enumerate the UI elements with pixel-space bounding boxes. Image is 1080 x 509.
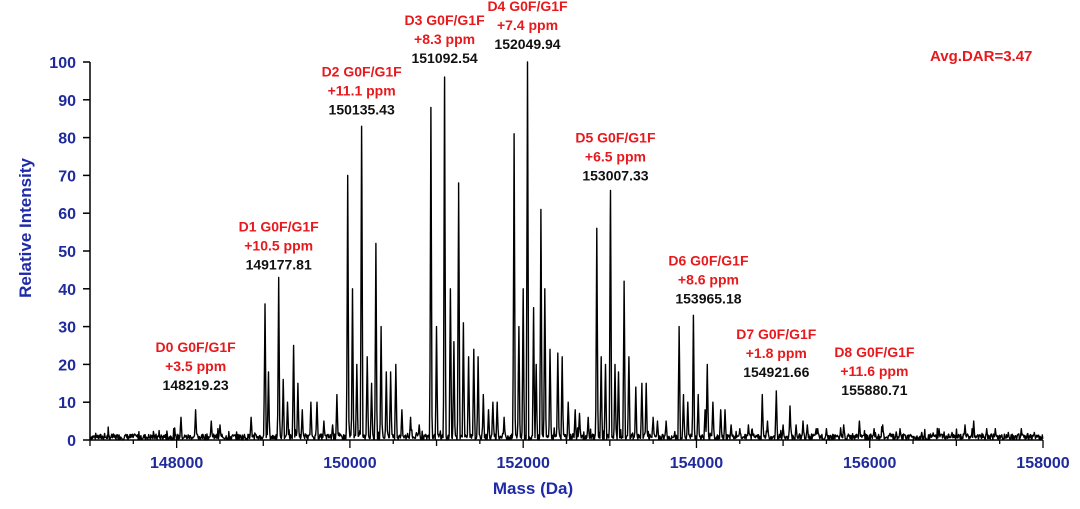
x-tick-label: 158000 xyxy=(1016,455,1069,472)
annotation-ppm: +11.1 ppm xyxy=(328,82,396,98)
annotation-ppm: +3.5 ppm xyxy=(165,358,226,374)
y-tick-label: 40 xyxy=(58,282,76,299)
annotation-mass: 151092.54 xyxy=(411,50,477,66)
peak-annotations: D0 G0F/G1F +3.5 ppm 148219.23 D1 G0F/G1F +10… xyxy=(156,0,915,398)
y-tick-label: 10 xyxy=(58,395,76,412)
y-tick-label: 80 xyxy=(58,131,76,148)
y-tick-label: 50 xyxy=(58,244,76,261)
x-tick-label: 154000 xyxy=(670,455,723,472)
x-tick-label: 150000 xyxy=(323,455,376,472)
annotation-mass: 152049.94 xyxy=(494,36,560,52)
annotation-species: D6 G0F/G1F xyxy=(668,252,749,268)
annotation-mass: 150135.43 xyxy=(329,101,395,117)
peak-annotation: D5 G0F/G1F +6.5 ppm 153007.33 xyxy=(575,130,656,184)
annotation-species: D7 G0F/G1F xyxy=(736,326,817,342)
annotation-ppm: +8.3 ppm xyxy=(414,31,475,47)
peak-annotation: D6 G0F/G1F +8.6 ppm 153965.18 xyxy=(668,252,749,306)
y-tick-label: 100 xyxy=(49,55,76,72)
annotation-species: D2 G0F/G1F xyxy=(322,63,403,79)
annotation-ppm: +7.4 ppm xyxy=(497,17,558,33)
annotation-mass: 153007.33 xyxy=(582,168,648,184)
annotation-mass: 149177.81 xyxy=(246,256,312,272)
x-axis-ticks: 148000 150000 152000 154000 156000 158000 xyxy=(89,440,1070,472)
peak-annotation: D7 G0F/G1F +1.8 ppm 154921.66 xyxy=(736,326,817,380)
spectrum-line xyxy=(89,61,1044,441)
x-axis-title: Mass (Da) xyxy=(493,479,573,498)
y-tick-label: 20 xyxy=(58,357,76,374)
y-tick-label: 90 xyxy=(58,93,76,110)
annotation-mass: 153965.18 xyxy=(675,290,741,306)
peak-annotation: D4 G0F/G1F +7.4 ppm 152049.94 xyxy=(487,0,568,52)
avg-dar-label: Avg.DAR=3.47 xyxy=(930,48,1032,65)
annotation-ppm: +8.6 ppm xyxy=(678,271,739,287)
x-tick-label: 148000 xyxy=(150,455,203,472)
y-tick-label: 60 xyxy=(58,206,76,223)
y-axis-title: Relative Intensity xyxy=(16,158,35,298)
annotation-mass: 154921.66 xyxy=(743,364,809,380)
x-tick-label: 152000 xyxy=(496,455,549,472)
peak-annotation: D2 G0F/G1F +11.1 ppm 150135.43 xyxy=(322,63,403,117)
annotation-species: D1 G0F/G1F xyxy=(239,218,320,234)
peak-annotation: D1 G0F/G1F +10.5 ppm 149177.81 xyxy=(239,218,320,272)
peak-annotation: D8 G0F/G1F +11.6 ppm 155880.71 xyxy=(834,344,915,398)
annotation-mass: 148219.23 xyxy=(163,377,229,393)
y-axis-ticks: 0 10 20 30 40 50 60 70 80 90 100 xyxy=(49,55,90,450)
peak-annotation: D0 G0F/G1F +3.5 ppm 148219.23 xyxy=(156,339,237,393)
y-tick-label: 70 xyxy=(58,168,76,185)
annotation-ppm: +10.5 ppm xyxy=(244,237,313,253)
annotation-ppm: +1.8 ppm xyxy=(746,345,807,361)
annotation-species: D3 G0F/G1F xyxy=(404,12,485,28)
annotation-ppm: +11.6 ppm xyxy=(840,363,908,379)
annotation-ppm: +6.5 ppm xyxy=(585,149,646,165)
y-tick-label: 30 xyxy=(58,320,76,337)
peak-annotation: D3 G0F/G1F +8.3 ppm 151092.54 xyxy=(404,12,485,66)
x-tick-label: 156000 xyxy=(843,455,896,472)
annotation-species: D4 G0F/G1F xyxy=(487,0,568,14)
annotation-species: D0 G0F/G1F xyxy=(156,339,237,355)
annotation-mass: 155880.71 xyxy=(841,382,907,398)
annotation-species: D5 G0F/G1F xyxy=(575,130,656,146)
annotation-species: D8 G0F/G1F xyxy=(834,344,915,360)
y-tick-label: 0 xyxy=(67,433,76,450)
